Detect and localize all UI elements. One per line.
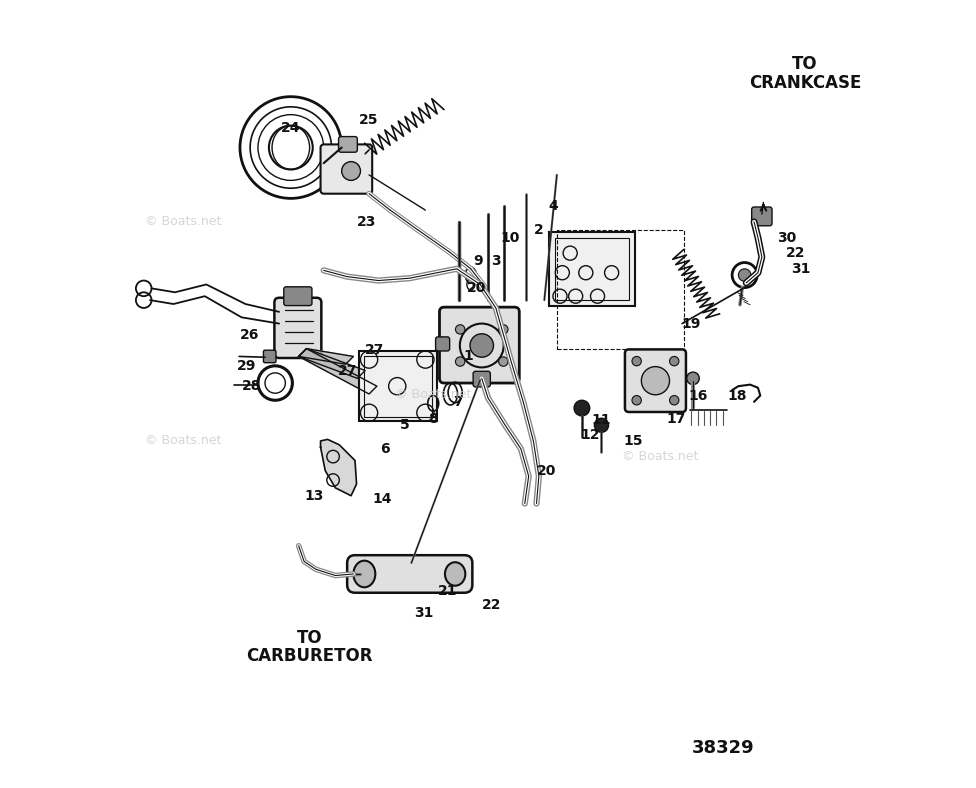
Text: 9: 9 [473,254,483,268]
Text: 8: 8 [428,412,438,426]
Circle shape [687,372,699,385]
FancyBboxPatch shape [320,144,372,194]
FancyBboxPatch shape [435,337,450,351]
Text: 21: 21 [437,584,457,598]
Text: 31: 31 [414,606,433,620]
Text: 20: 20 [537,463,556,478]
Text: CARBURETOR: CARBURETOR [246,647,373,665]
Text: 5: 5 [399,418,409,433]
Polygon shape [299,348,365,378]
Text: © Boats.net: © Boats.net [144,215,221,229]
FancyBboxPatch shape [752,207,772,226]
Circle shape [739,269,751,281]
Text: 27: 27 [338,363,357,377]
Text: 15: 15 [623,434,642,448]
Text: 18: 18 [727,388,747,403]
Polygon shape [299,348,353,364]
Text: 30: 30 [777,231,796,244]
FancyBboxPatch shape [359,351,437,422]
Polygon shape [320,440,356,496]
Circle shape [342,162,360,180]
FancyBboxPatch shape [625,349,686,412]
Circle shape [456,325,465,334]
Text: 19: 19 [682,317,701,331]
FancyBboxPatch shape [439,307,519,383]
Text: 31: 31 [792,262,811,276]
Text: 12: 12 [580,428,599,442]
Text: © Boats.net: © Boats.net [144,434,221,448]
Text: 16: 16 [688,388,708,403]
Circle shape [594,418,608,433]
Text: © Boats.net: © Boats.net [622,450,698,463]
Ellipse shape [353,560,376,587]
Circle shape [499,357,508,366]
Text: 27: 27 [365,344,385,357]
FancyBboxPatch shape [264,350,276,362]
Text: 14: 14 [373,492,392,506]
Text: 4: 4 [549,199,558,214]
Circle shape [641,366,670,395]
Circle shape [632,396,641,405]
FancyBboxPatch shape [339,136,357,152]
FancyBboxPatch shape [284,287,312,306]
Text: 22: 22 [786,246,805,260]
Text: 10: 10 [501,231,519,244]
Circle shape [632,356,641,366]
Text: 25: 25 [359,113,379,127]
Text: 13: 13 [305,489,324,503]
Text: 6: 6 [380,442,389,455]
Circle shape [456,357,465,366]
Text: 11: 11 [591,413,611,427]
Text: 29: 29 [237,359,257,373]
Circle shape [470,334,494,357]
Text: 26: 26 [240,329,259,342]
Text: 1: 1 [464,349,473,363]
Circle shape [670,396,679,405]
Text: TO: TO [793,55,818,72]
FancyBboxPatch shape [473,371,490,387]
Polygon shape [299,348,377,394]
Ellipse shape [445,562,466,585]
Text: © Boats.net: © Boats.net [395,388,471,400]
Text: 24: 24 [281,121,301,135]
Text: 2: 2 [534,223,544,236]
FancyBboxPatch shape [347,556,472,593]
Text: 17: 17 [666,412,685,426]
Text: 7: 7 [454,395,463,409]
Text: 28: 28 [242,379,262,393]
Text: 23: 23 [357,215,377,229]
FancyBboxPatch shape [274,298,321,358]
Text: 20: 20 [467,281,486,295]
Text: 22: 22 [482,598,502,612]
Circle shape [670,356,679,366]
Text: 38329: 38329 [691,738,754,756]
Circle shape [499,325,508,334]
Circle shape [574,400,590,416]
FancyBboxPatch shape [549,232,635,307]
Text: TO: TO [297,629,322,647]
Text: CRANKCASE: CRANKCASE [749,73,861,91]
Text: 3: 3 [491,254,501,268]
